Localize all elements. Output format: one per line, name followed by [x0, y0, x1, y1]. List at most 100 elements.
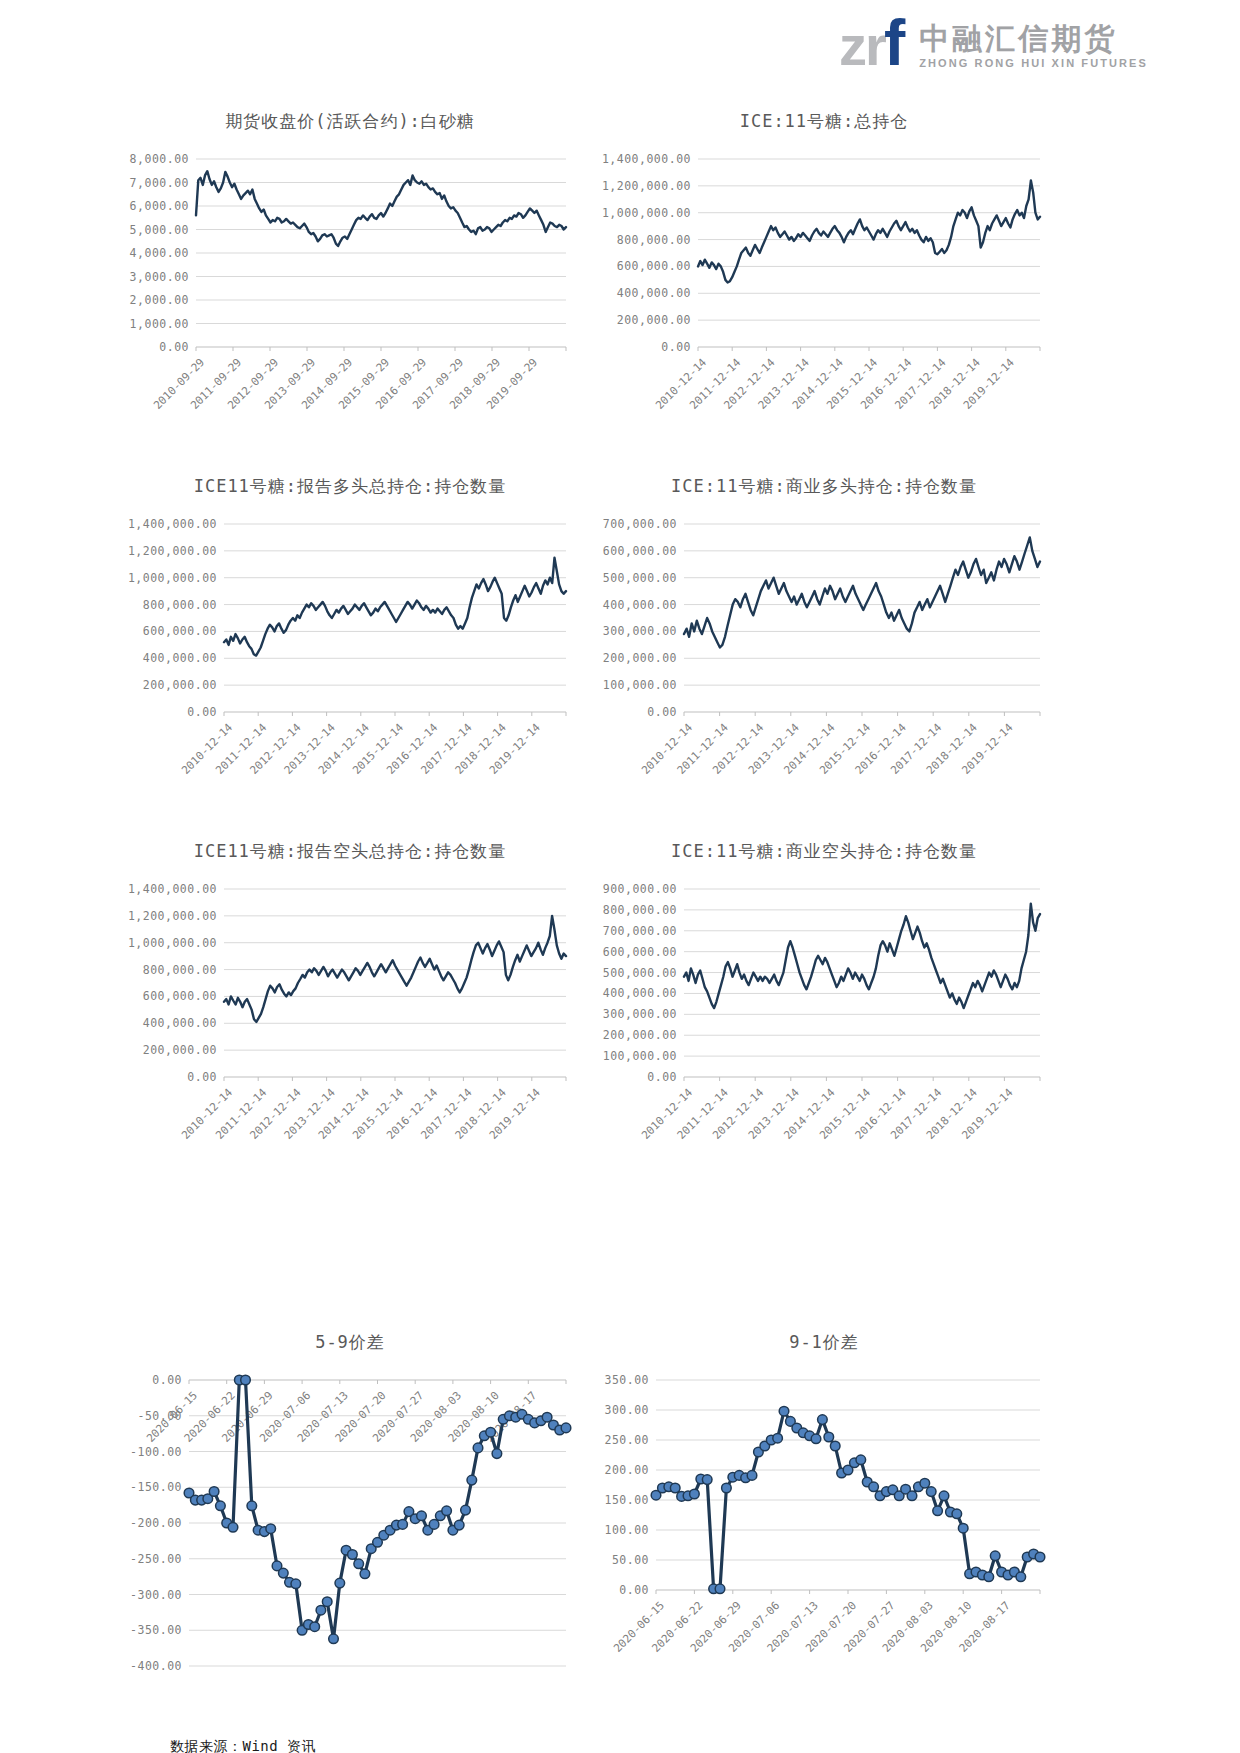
series-marker: [354, 1559, 364, 1569]
y-tick-label: 100,000.00: [603, 1049, 677, 1063]
series-marker: [467, 1475, 477, 1485]
y-tick-label: -300.00: [130, 1588, 182, 1602]
series-marker: [247, 1501, 257, 1511]
y-tick-label: 400,000.00: [603, 598, 677, 612]
y-tick-label: 1,000,000.00: [128, 571, 217, 585]
chart-title: ICE:11号糖:总持仓: [600, 110, 1048, 133]
chart-title: 期货收盘价(活跃合约):白砂糖: [126, 110, 574, 133]
y-tick-label: 400,000.00: [143, 651, 217, 665]
y-tick-label: 600,000.00: [143, 989, 217, 1003]
y-tick-label: 800,000.00: [603, 903, 677, 917]
y-tick-label: 500,000.00: [603, 966, 677, 980]
y-tick-label: 600,000.00: [603, 544, 677, 558]
chart-plot: 0.00100,000.00200,000.00300,000.00400,00…: [600, 514, 1048, 794]
chart-plot: 0.00100,000.00200,000.00300,000.00400,00…: [600, 879, 1048, 1159]
series-marker: [429, 1520, 439, 1530]
y-tick-label: 0.00: [152, 1373, 182, 1387]
series-marker: [322, 1597, 332, 1607]
y-tick-label: 1,200,000.00: [128, 909, 217, 923]
series-marker: [818, 1415, 828, 1425]
y-tick-label: 1,000,000.00: [128, 936, 217, 950]
series-marker: [228, 1523, 238, 1533]
series-marker: [329, 1634, 339, 1644]
y-tick-label: 7,000.00: [130, 176, 189, 190]
series-marker: [316, 1605, 326, 1615]
y-tick-label: 200,000.00: [143, 678, 217, 692]
y-tick-label: 0.00: [647, 705, 677, 719]
series-marker: [926, 1487, 936, 1497]
y-tick-label: 700,000.00: [603, 924, 677, 938]
series-marker: [442, 1506, 452, 1516]
series-marker: [702, 1475, 712, 1485]
y-tick-label: 1,200,000.00: [128, 544, 217, 558]
y-tick-label: 150.00: [604, 1493, 649, 1507]
series-marker: [939, 1491, 949, 1501]
chart-card-8: 9-1价差0.0050.00100.00150.00200.00250.0030…: [600, 1331, 1048, 1704]
chart-plot: 0.00200,000.00400,000.00600,000.00800,00…: [600, 149, 1048, 429]
y-tick-label: 5,000.00: [130, 223, 189, 237]
series-marker: [811, 1434, 821, 1444]
y-tick-label: -350.00: [130, 1623, 182, 1637]
logo-text: 中融汇信期货 ZHONG RONG HUI XIN FUTURES: [919, 23, 1148, 70]
series-marker: [830, 1441, 840, 1451]
series-marker: [990, 1551, 1000, 1561]
y-tick-label: 250.00: [604, 1433, 649, 1447]
y-tick-label: 6,000.00: [130, 199, 189, 213]
chart-title: ICE:11号糖:商业多头持仓:持仓数量: [600, 475, 1048, 498]
chart-title: ICE:11号糖:商业空头持仓:持仓数量: [600, 840, 1048, 863]
data-source-note: 数据来源：Wind 资讯: [170, 1738, 1240, 1753]
chart-card-3: ICE11号糖:报告多头总持仓:持仓数量0.00200,000.00400,00…: [126, 475, 574, 794]
y-tick-label: 800,000.00: [143, 598, 217, 612]
y-tick-label: 1,400,000.00: [128, 882, 217, 896]
y-tick-label: 100,000.00: [603, 678, 677, 692]
company-logo: zrf 中融汇信期货 ZHONG RONG HUI XIN FUTURES: [839, 18, 1148, 69]
y-tick-label: 1,000.00: [130, 317, 189, 331]
y-tick-label: 50.00: [612, 1553, 649, 1567]
series-marker: [779, 1406, 789, 1416]
series-marker: [266, 1524, 276, 1534]
series-marker: [360, 1569, 370, 1579]
y-tick-label: 800,000.00: [143, 963, 217, 977]
series-marker: [952, 1509, 962, 1519]
series-line: [698, 181, 1040, 283]
chart-card-5: ICE11号糖:报告空头总持仓:持仓数量 0.00 200,000.00 400,00…: [126, 840, 574, 1159]
y-tick-label: 300.00: [604, 1403, 649, 1417]
y-tick-label: 800,000.00: [617, 233, 691, 247]
chart-card-1: 期货收盘价(活跃合约):白砂糖0.001,000.002,000.003,000…: [126, 110, 574, 429]
chart-card-4: ICE:11号糖:商业多头持仓:持仓数量0.00100,000.00200,00…: [600, 475, 1048, 794]
series-marker: [486, 1427, 496, 1437]
series-marker: [958, 1523, 968, 1533]
y-tick-label: 0.00: [187, 1070, 217, 1084]
chart-plot: 0.00200,000.00400,000.00600,000.00800,00…: [126, 514, 574, 794]
logo-company-name-en: ZHONG RONG HUI XIN FUTURES: [919, 57, 1148, 69]
series-marker: [920, 1478, 930, 1488]
y-tick-label: 400,000.00: [143, 1016, 217, 1030]
y-tick-label: 400,000.00: [617, 286, 691, 300]
y-tick-label: 700,000.00: [603, 517, 677, 531]
series-marker: [216, 1501, 226, 1511]
chart-plot: 0.00 200,000.00 400,000.00 600,000.00 800,00…: [126, 879, 574, 1159]
y-tick-label: -150.00: [130, 1480, 182, 1494]
y-tick-label: 1,400,000.00: [128, 517, 217, 531]
series-marker: [279, 1568, 289, 1578]
series-marker: [984, 1572, 994, 1582]
y-tick-label: 4,000.00: [130, 246, 189, 260]
y-tick-label: 0.00: [661, 340, 691, 354]
y-tick-label: 500,000.00: [603, 571, 677, 585]
series-marker: [561, 1423, 571, 1433]
y-tick-label: 900,000.00: [603, 882, 677, 896]
chart-card-7: 5-9价差-400.00-350.00-300.00-250.00-200.00…: [126, 1331, 574, 1704]
y-tick-label: 2,000.00: [130, 293, 189, 307]
logo-company-name-cn: 中融汇信期货: [919, 23, 1117, 55]
series-marker: [209, 1487, 219, 1497]
series-marker: [869, 1482, 879, 1492]
series-marker: [773, 1433, 783, 1443]
series-marker: [715, 1584, 725, 1594]
chart-title: 5-9价差: [126, 1331, 574, 1354]
series-marker: [291, 1579, 301, 1589]
chart-title: ICE11号糖:报告空头总持仓:持仓数量: [126, 840, 574, 863]
y-tick-label: 200,000.00: [143, 1043, 217, 1057]
series-marker: [1035, 1552, 1045, 1562]
y-tick-label: -100.00: [130, 1445, 182, 1459]
series-marker: [1016, 1572, 1026, 1582]
